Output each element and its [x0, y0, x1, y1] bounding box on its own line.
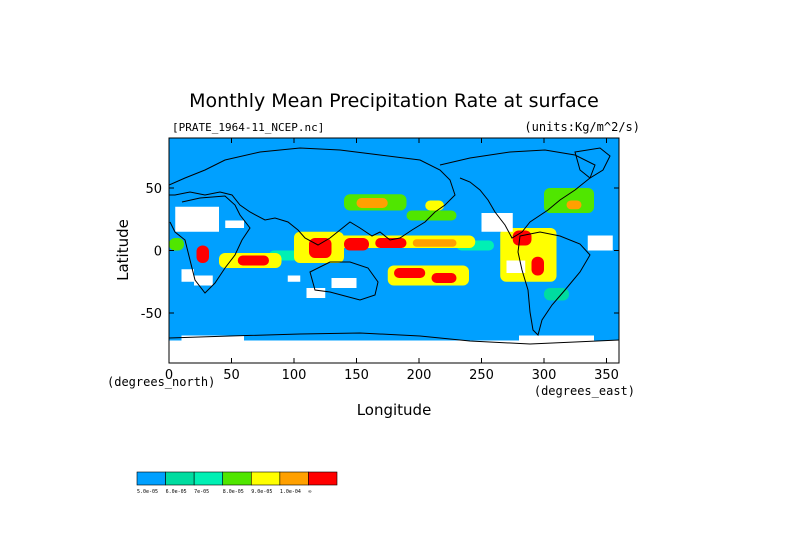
- chart-title: Monthly Mean Precipitation Rate at surfa…: [189, 90, 599, 112]
- colorbar-swatch: [193, 471, 224, 486]
- precip-region: [375, 238, 407, 248]
- precip-region: [431, 273, 457, 283]
- x-tick-label: 150: [344, 368, 369, 383]
- colorbar-label: 8.0e-05: [223, 489, 244, 495]
- coastline-south-america: [517, 231, 591, 336]
- precip-region: [344, 238, 369, 251]
- precip-region: [394, 268, 426, 278]
- y-tick-label: 0: [154, 245, 162, 260]
- precip-region: [531, 256, 544, 276]
- colorbar-swatch: [165, 471, 195, 486]
- missing-patch: [587, 235, 613, 251]
- colorbar-label: ∞: [308, 489, 311, 495]
- coastlines: [169, 147, 619, 345]
- x-tick-label: 0: [165, 368, 173, 383]
- colorbar-label: 5.0e-05: [137, 489, 158, 495]
- coastline-antarctica: [169, 332, 619, 345]
- precip-region: [169, 238, 184, 251]
- x-axis-ticks: 0 50 100 150 200 250 300 350: [165, 138, 619, 383]
- precip-region: [237, 255, 269, 266]
- missing-patch: [194, 275, 213, 286]
- x-tick-label: 200: [407, 368, 432, 383]
- y-tick-label: 50: [145, 182, 162, 197]
- colorbar-swatch: [222, 471, 252, 486]
- x-tick-label: 250: [469, 368, 494, 383]
- missing-patch: [287, 275, 301, 282]
- coastline-greenland: [574, 147, 611, 179]
- coastline-australia: [309, 261, 379, 301]
- file-label: [PRATE_1964-11_NCEP.nc]: [172, 121, 324, 134]
- x-tick-label: 300: [532, 368, 557, 383]
- precipitation-regions: [169, 188, 594, 301]
- colorbar-swatch: [250, 471, 281, 486]
- x-axis-unit-label: (degrees_east): [534, 384, 635, 398]
- precip-region: [512, 230, 532, 246]
- missing-patch: [306, 288, 326, 298]
- colorbar-label: 6.0e-05: [166, 489, 187, 495]
- precip-region: [544, 288, 569, 301]
- colorbar-label: 7e-05: [194, 489, 209, 495]
- units-label: (units:Kg/m^2/s): [524, 120, 640, 134]
- precip-region: [356, 198, 388, 208]
- precip-region: [412, 239, 457, 247]
- missing-data-patches: [169, 206, 619, 363]
- missing-patch: [169, 340, 619, 363]
- colorbar-label: 1.0e-04: [280, 489, 301, 495]
- y-axis-ticks: 50 0 -50: [141, 182, 619, 322]
- x-axis-title: Longitude: [357, 401, 432, 419]
- colorbar-swatch: [136, 471, 166, 486]
- x-tick-label: 50: [223, 368, 240, 383]
- coastline-africa: [169, 195, 251, 294]
- missing-patch: [181, 335, 244, 341]
- missing-patch: [519, 335, 594, 341]
- colorbar-label: 9.0e-05: [251, 489, 272, 495]
- missing-patch: [181, 269, 194, 282]
- coastline-eurasia: [169, 147, 456, 246]
- missing-patch: [225, 220, 244, 228]
- x-tick-label: 350: [594, 368, 619, 383]
- precip-region: [309, 238, 332, 258]
- colorbar-legend: 5.0e-05 6.0e-05 7e-05 8.0e-05 9.0e-05 1.0e-04…: [136, 471, 338, 495]
- precip-region: [566, 200, 582, 210]
- precip-region: [196, 245, 209, 263]
- missing-patch: [331, 278, 357, 288]
- colorbar-swatch: [308, 471, 338, 486]
- colorbar-swatch: [279, 471, 309, 486]
- y-tick-label: -50: [141, 307, 162, 322]
- coastline-north-america: [439, 149, 596, 239]
- missing-patch: [481, 213, 513, 232]
- missing-patch: [175, 206, 219, 232]
- y-axis-title: Latitude: [114, 219, 132, 281]
- x-tick-label: 100: [282, 368, 307, 383]
- precip-region: [425, 200, 444, 211]
- precip-region: [544, 188, 594, 213]
- y-axis-unit-label: (degrees_north): [107, 375, 215, 389]
